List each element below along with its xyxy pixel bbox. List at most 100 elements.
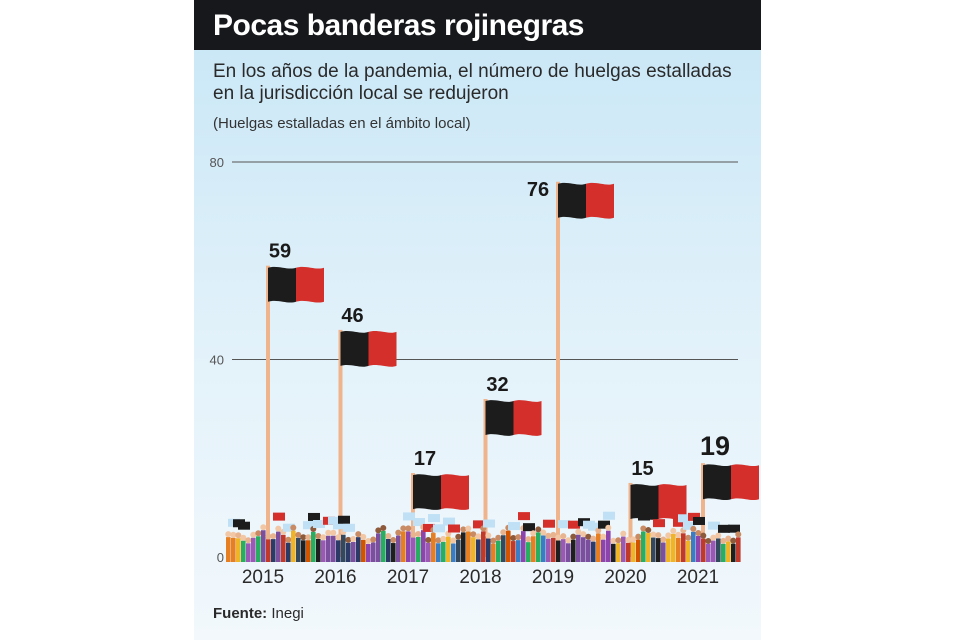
crowd-head (540, 529, 547, 536)
crowd-sign (403, 512, 415, 521)
crowd-sign (313, 519, 325, 528)
crowd-person (401, 531, 406, 562)
flag-black-half (703, 464, 731, 501)
x-tick-label: 2017 (387, 567, 429, 588)
crowd-person (371, 542, 376, 562)
flag-red-half (513, 400, 542, 436)
crowd-person (356, 537, 361, 562)
crowd-person (511, 541, 516, 562)
flag-pole (338, 329, 343, 557)
crowd-person (506, 530, 511, 562)
crowd-person (601, 539, 606, 562)
x-tick-label: 2015 (242, 567, 284, 588)
crowd-person (271, 539, 276, 562)
crowd-head (235, 532, 242, 539)
crowd-head (730, 537, 737, 544)
source-note: Fuente: Inegi (213, 605, 304, 622)
crowd-head (320, 534, 327, 541)
crowd-head (330, 529, 337, 536)
data-label: 46 (341, 305, 363, 327)
crowd-head (670, 527, 677, 534)
crowd-sign (603, 511, 615, 520)
crowd-sign (283, 523, 295, 532)
flag-red-half (658, 484, 687, 520)
crowd-head (580, 531, 587, 538)
crowd-head (375, 527, 382, 534)
chart-title: Pocas banderas rojinegras (194, 0, 761, 50)
crowd-person (266, 539, 271, 562)
x-tick-label: 2020 (604, 567, 646, 588)
crowd-sign (673, 518, 685, 527)
crowd-person (581, 537, 586, 562)
crowd-head (715, 532, 722, 539)
crowd-head (665, 532, 672, 539)
crowd-person (241, 540, 246, 562)
crowd-head (565, 537, 572, 544)
crowd-person (406, 531, 411, 562)
crowd-head (690, 525, 697, 532)
flag-red-half (731, 464, 759, 501)
crowd-person (426, 542, 431, 562)
y-tick-label: 40 (210, 353, 224, 368)
crowd-person (386, 538, 391, 562)
crowd-head (290, 524, 297, 531)
crowd-person (611, 543, 616, 562)
crowd-person (316, 538, 321, 562)
crowd-person (606, 530, 611, 562)
crowd-head (440, 535, 447, 542)
crowd-head (530, 530, 537, 537)
crowd-sign (333, 521, 345, 530)
crowd-person (451, 543, 456, 562)
crowd-head (640, 525, 647, 532)
crowd-person (676, 537, 681, 562)
flag-bar-2019 (556, 181, 614, 557)
grid-layer (232, 161, 738, 360)
crowd-person (556, 540, 561, 562)
crowd-head (405, 525, 412, 532)
crowd-person (641, 531, 646, 562)
crowd-person (571, 539, 576, 562)
crowd-person (446, 536, 451, 562)
crowd-head (560, 533, 567, 540)
crowd-person (331, 535, 336, 562)
crowd-head (595, 527, 602, 534)
crowd-sign (638, 512, 650, 521)
crowd-sign (543, 519, 555, 528)
x-tick-label: 2018 (459, 567, 501, 588)
crowd-head (300, 534, 307, 541)
crowd-head (630, 536, 637, 543)
crowd-person (436, 543, 441, 562)
crowd-head (450, 537, 457, 544)
y-tick-label: 80 (210, 155, 224, 170)
crowd-sign (343, 523, 355, 532)
crowd-head (260, 524, 267, 531)
source-label: Fuente: (213, 605, 268, 622)
crowd-person (301, 540, 306, 562)
crowd-person (456, 539, 461, 562)
crowd-head (590, 535, 597, 542)
flag-bar-2020 (628, 482, 687, 557)
crowd-head (485, 532, 492, 539)
crowd-head (370, 536, 377, 543)
crowd-head (555, 534, 562, 541)
crowd-head (570, 533, 577, 540)
crowd-head (615, 537, 622, 544)
crowd-head (600, 533, 607, 540)
crowd-person (291, 530, 296, 562)
crowd-person (531, 536, 536, 562)
crowd-person (521, 531, 526, 562)
crowd-head (435, 537, 442, 544)
x-tick-label: 2021 (677, 567, 719, 588)
crowd-person (701, 538, 706, 562)
flag-layer (266, 181, 759, 557)
crowd-sign (428, 514, 440, 523)
crowd-head (655, 532, 662, 539)
crowd-person (621, 536, 626, 562)
crowd-sign (508, 522, 520, 531)
data-label: 15 (631, 458, 653, 480)
x-tick-label: 2016 (314, 567, 356, 588)
crowd-sign (238, 521, 250, 530)
crowd-head (265, 533, 272, 540)
crowd-person (336, 540, 341, 562)
crowd-head (285, 536, 292, 543)
